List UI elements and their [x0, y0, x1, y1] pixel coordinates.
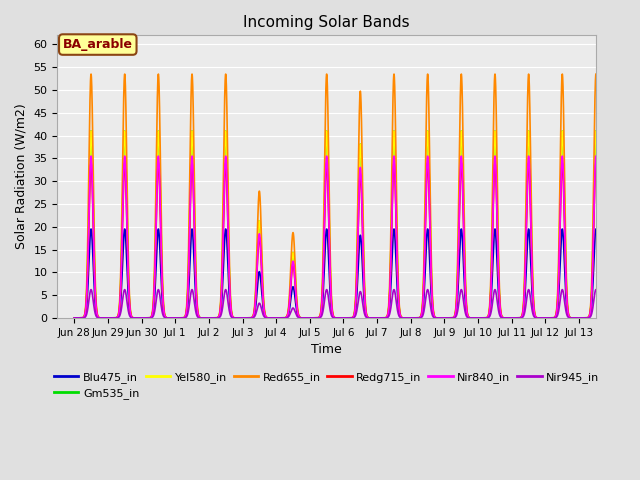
Line: Yel580_in: Yel580_in	[74, 131, 612, 318]
Red655_in	[97, 315, 105, 321]
Line: Nir840_in: Nir840_in	[74, 156, 612, 318]
Gm535_in	[470, 315, 477, 321]
Y-axis label: Solar Radiation (W/m2): Solar Radiation (W/m2)	[15, 104, 28, 250]
Gm535_in	[97, 315, 105, 321]
Blu475_in	[87, 226, 95, 232]
Redg715_in	[87, 160, 95, 166]
Yel580_in	[70, 315, 78, 321]
Gm535_in	[609, 315, 616, 321]
Gm535_in	[87, 128, 95, 134]
Red655_in	[273, 315, 280, 321]
Nir945_in	[470, 315, 477, 321]
Gm535_in	[273, 315, 280, 321]
Gm535_in	[389, 146, 397, 152]
Nir840_in	[413, 315, 420, 321]
Text: BA_arable: BA_arable	[63, 38, 132, 51]
Blu475_in	[70, 315, 78, 321]
Blu475_in	[470, 315, 477, 321]
Yel580_in	[499, 314, 506, 320]
Yel580_in	[389, 146, 397, 152]
Red655_in	[87, 71, 95, 77]
Yel580_in	[413, 315, 420, 321]
Nir840_in	[273, 315, 280, 321]
Redg715_in	[266, 315, 273, 321]
Red655_in	[499, 314, 506, 320]
Nir840_in	[470, 315, 477, 321]
Title: Incoming Solar Bands: Incoming Solar Bands	[243, 15, 410, 30]
Yel580_in	[266, 315, 273, 321]
Nir840_in	[609, 315, 616, 321]
Redg715_in	[499, 314, 506, 320]
Red655_in	[609, 315, 616, 321]
Yel580_in	[97, 315, 105, 321]
Redg715_in	[97, 315, 105, 321]
Nir945_in	[273, 315, 280, 321]
Blu475_in	[273, 315, 280, 321]
Redg715_in	[273, 315, 280, 321]
Gm535_in	[413, 315, 420, 321]
Line: Nir945_in: Nir945_in	[74, 289, 612, 318]
Nir945_in	[389, 289, 397, 295]
Nir840_in	[97, 315, 105, 321]
Red655_in	[470, 315, 477, 321]
Nir840_in	[499, 314, 506, 320]
Red655_in	[389, 95, 397, 100]
Red655_in	[413, 315, 420, 321]
Nir945_in	[499, 315, 506, 321]
Line: Blu475_in: Blu475_in	[74, 229, 612, 318]
Redg715_in	[389, 175, 397, 180]
Line: Red655_in: Red655_in	[74, 74, 612, 318]
Blu475_in	[413, 315, 420, 321]
Blu475_in	[266, 315, 273, 321]
Yel580_in	[87, 128, 95, 134]
Blu475_in	[609, 315, 616, 321]
Blu475_in	[97, 315, 105, 321]
Blu475_in	[499, 315, 506, 321]
Nir840_in	[87, 153, 95, 159]
Redg715_in	[413, 315, 420, 321]
Nir945_in	[413, 315, 420, 321]
Line: Redg715_in: Redg715_in	[74, 163, 612, 318]
Nir945_in	[87, 287, 95, 292]
Redg715_in	[70, 315, 78, 321]
Yel580_in	[609, 315, 616, 321]
Nir945_in	[266, 315, 273, 321]
Red655_in	[70, 315, 78, 321]
Yel580_in	[470, 315, 477, 321]
Blu475_in	[389, 235, 397, 240]
Redg715_in	[609, 315, 616, 321]
Gm535_in	[70, 315, 78, 321]
Nir945_in	[609, 315, 616, 321]
Redg715_in	[470, 315, 477, 321]
Nir945_in	[97, 315, 105, 321]
Gm535_in	[499, 314, 506, 320]
Nir945_in	[70, 315, 78, 321]
Yel580_in	[273, 315, 280, 321]
Nir840_in	[70, 315, 78, 321]
Nir840_in	[389, 168, 397, 174]
Red655_in	[266, 315, 273, 321]
Nir840_in	[266, 315, 273, 321]
Line: Gm535_in: Gm535_in	[74, 131, 612, 318]
Legend: Blu475_in, Gm535_in, Yel580_in, Red655_in, Redg715_in, Nir840_in, Nir945_in: Blu475_in, Gm535_in, Yel580_in, Red655_i…	[49, 367, 604, 404]
X-axis label: Time: Time	[311, 343, 342, 356]
Gm535_in	[266, 315, 273, 321]
